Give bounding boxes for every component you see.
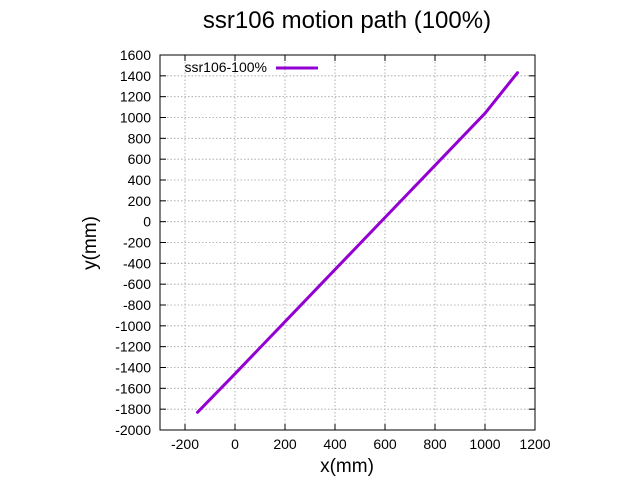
legend-label: ssr106-100% xyxy=(185,59,268,75)
y-tick-label: -200 xyxy=(123,235,151,251)
y-tick-label: -1200 xyxy=(115,339,151,355)
y-tick-label: 400 xyxy=(128,172,152,188)
y-tick-label: 1000 xyxy=(120,110,151,126)
series-layer xyxy=(196,71,519,414)
y-tick-label: -1600 xyxy=(115,380,151,396)
y-tick-label: 800 xyxy=(128,130,152,146)
y-tick-label: 1600 xyxy=(120,47,151,63)
y-tick-label: -800 xyxy=(123,297,151,313)
chart-title: ssr106 motion path (100%) xyxy=(203,7,491,34)
x-tick-label: 0 xyxy=(231,436,239,452)
y-tick-label: -400 xyxy=(123,255,151,271)
y-tick-label: -1800 xyxy=(115,401,151,417)
legend: ssr106-100% xyxy=(185,59,318,75)
x-tick-label: 200 xyxy=(273,436,297,452)
y-tick-label: 200 xyxy=(128,193,152,209)
y-tick-label: 1200 xyxy=(120,89,151,105)
x-tick-label: 1000 xyxy=(469,436,500,452)
y-tick-label: 1400 xyxy=(120,68,151,84)
y-tick-label: 600 xyxy=(128,151,152,167)
y-axis-label: y(mm) xyxy=(80,216,101,270)
x-tick-label: 800 xyxy=(423,436,447,452)
grid xyxy=(160,55,535,430)
y-tick-label: 0 xyxy=(143,214,151,230)
x-axis-label: x(mm) xyxy=(320,456,374,477)
x-tick-label: 1200 xyxy=(519,436,550,452)
series-line xyxy=(196,71,519,414)
y-tick-label: -600 xyxy=(123,276,151,292)
x-tick-label: 600 xyxy=(373,436,397,452)
x-tick-label: 400 xyxy=(323,436,347,452)
y-tick-label: -1000 xyxy=(115,318,151,334)
x-tick-label: -200 xyxy=(171,436,199,452)
axis-ticks: -200 0 200 400 600 800 1000 1200-2000-1800-1600… xyxy=(115,47,551,452)
y-tick-label: -2000 xyxy=(115,422,151,438)
y-tick-label: -1400 xyxy=(115,360,151,376)
